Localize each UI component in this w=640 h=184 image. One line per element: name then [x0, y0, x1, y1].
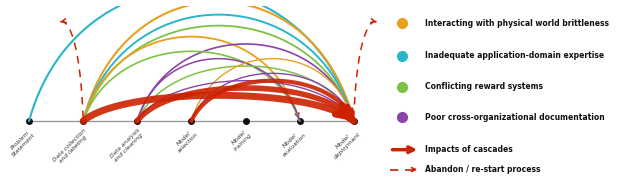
Text: Abandon / re-start process: Abandon / re-start process [425, 165, 541, 174]
Text: Conflicting reward systems: Conflicting reward systems [425, 82, 543, 91]
Text: Problem
Statement: Problem Statement [7, 128, 36, 157]
Text: Model
selection: Model selection [173, 128, 199, 154]
Text: Poor cross-organizational documentation: Poor cross-organizational documentation [425, 113, 605, 122]
Text: Inadequate application-domain expertise: Inadequate application-domain expertise [425, 52, 604, 60]
Text: Impacts of cascades: Impacts of cascades [425, 145, 513, 154]
Text: Model
deployment: Model deployment [329, 128, 362, 160]
Text: Data analysis
and cleaning: Data analysis and cleaning [109, 128, 145, 163]
Text: Model
training: Model training [229, 128, 253, 152]
Text: Model
evaluation: Model evaluation [278, 128, 307, 157]
Text: Data collection
and labeling: Data collection and labeling [52, 128, 91, 167]
Text: Interacting with physical world brittleness: Interacting with physical world brittlen… [425, 19, 609, 28]
